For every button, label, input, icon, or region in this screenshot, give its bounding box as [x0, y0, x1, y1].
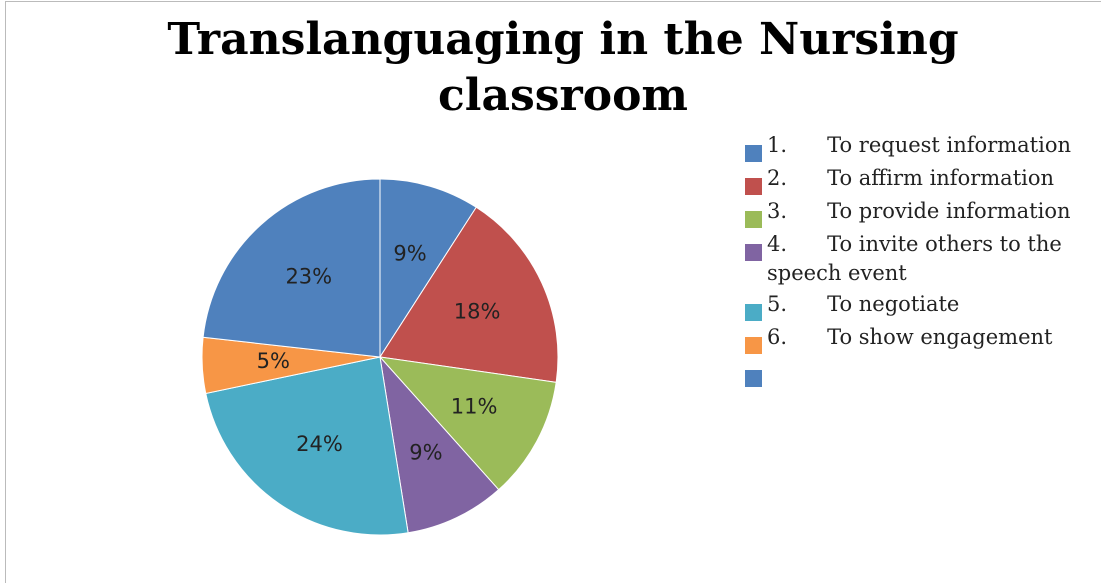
- legend: 1. To request information 2. To affirm in…: [745, 131, 1090, 389]
- legend-label: 5. To negotiate: [767, 292, 960, 316]
- pie-slice: [202, 178, 381, 358]
- legend-swatch: [745, 145, 762, 162]
- slice-label: 18%: [454, 300, 501, 324]
- legend-swatch: [745, 370, 762, 387]
- legend-entry: 5. To negotiate: [745, 290, 1090, 321]
- chart-title: Translanguaging in the Nursing classroom: [167, 14, 958, 121]
- pie-slice: [379, 355, 500, 534]
- legend-entry: [745, 356, 1090, 387]
- pie-slice: [205, 356, 409, 536]
- pie-slice: [378, 356, 557, 491]
- slice-label: 9%: [409, 440, 442, 464]
- legend-swatch: [745, 211, 762, 228]
- legend-label: 3. To provide information: [767, 199, 1071, 223]
- slice-label: 11%: [451, 394, 498, 418]
- legend-swatch: [745, 337, 762, 354]
- legend-label: 6. To show engagement: [767, 325, 1053, 349]
- legend-label: 1. To request information: [767, 133, 1071, 157]
- slice-label: 5%: [257, 349, 290, 373]
- legend-label: 2. To affirm information: [767, 166, 1055, 190]
- legend-entry: 2. To affirm information: [745, 164, 1090, 195]
- legend-entry: 6. To show engagement: [745, 323, 1090, 354]
- slice-label: 9%: [393, 242, 426, 266]
- slice-label: 23%: [285, 264, 332, 288]
- slice-label: 24%: [296, 432, 343, 456]
- legend-entry: 1. To request information: [745, 131, 1090, 162]
- legend-label: 4. To invite others to the speech event: [767, 232, 1069, 285]
- chart-border: [5, 1, 1101, 583]
- legend-entry: 3. To provide information: [745, 197, 1090, 228]
- legend-swatch: [745, 178, 762, 195]
- legend-swatch: [745, 244, 762, 261]
- legend-swatch: [745, 304, 762, 321]
- pie-slice: [379, 206, 559, 383]
- legend-entry: 4. To invite others to the speech event: [745, 230, 1090, 288]
- pie-slice: [379, 178, 477, 359]
